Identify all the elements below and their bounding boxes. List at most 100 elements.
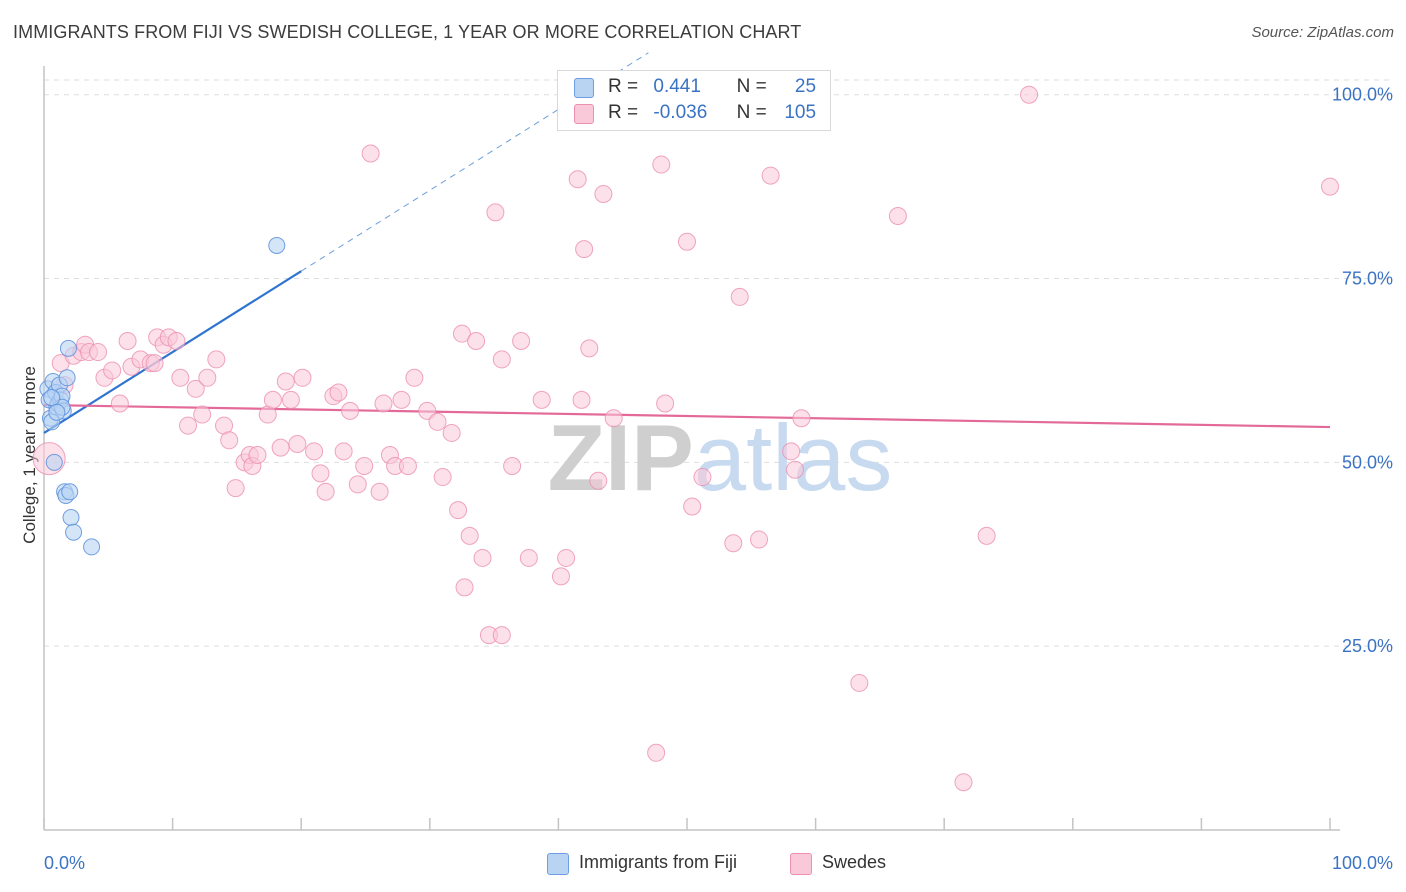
point-swedes [179,416,198,435]
point-swedes [271,438,290,457]
point-swedes [248,446,267,464]
point-swedes [1020,85,1039,104]
point-fiji [61,483,79,501]
point-swedes [89,343,108,362]
point-swedes [398,457,417,476]
y-tick-label: 25.0% [1342,636,1393,656]
point-swedes [761,166,780,185]
point-swedes [341,401,360,420]
point-swedes [503,457,522,476]
point-swedes [316,482,335,501]
point-swedes [145,354,164,373]
point-fiji [45,453,63,471]
point-swedes [977,526,996,545]
point-swedes [193,405,212,424]
point-swedes [551,567,570,586]
data-points [32,85,1339,792]
point-swedes [888,207,907,226]
point-swedes [850,673,869,692]
point-fiji [62,509,80,526]
point-swedes [678,232,696,251]
point-swedes [452,324,471,343]
point-swedes [392,390,411,409]
point-swedes [442,423,461,442]
point-swedes [954,773,973,792]
r-value-swedes: -0.036 [653,102,708,123]
point-swedes [198,368,217,387]
point-swedes [782,442,801,461]
point-swedes [786,460,805,479]
point-fiji [83,538,101,556]
trend-line-swedes [43,403,1331,429]
r-value-fiji: 0.441 [653,76,701,97]
point-fiji [48,403,66,421]
point-swedes [276,372,295,391]
point-swedes [730,287,749,306]
point-fiji [268,236,286,254]
watermark: ZIPatlas [548,405,893,510]
point-swedes [568,170,587,189]
point-swedes [361,144,380,163]
point-swedes [467,332,486,351]
point-swedes [519,548,538,567]
point-swedes [281,390,300,409]
point-swedes [348,475,367,494]
point-swedes [512,332,531,351]
point-swedes [207,350,226,369]
point-swedes [652,155,671,174]
point-swedes [103,361,122,380]
n-label: N = [736,76,767,97]
n-label: N = [736,102,767,123]
point-swedes [110,394,129,413]
point-swedes [405,368,424,387]
grid-lines [44,79,1392,647]
y-tick-label: 50.0% [1342,452,1393,472]
point-swedes [311,464,330,483]
point-swedes [433,468,452,487]
point-swedes [263,390,282,409]
x-tick-label-min: 0.0% [44,853,85,873]
correlation-legend: R = 0.441 N = 25 R = -0.036 N = 105 [557,70,831,131]
point-swedes [171,368,190,387]
source-label: Source: ZipAtlas.com [1251,24,1394,41]
swedes-swatch [574,104,594,124]
point-swedes [186,379,205,398]
point-swedes [1321,177,1339,196]
x-tick-label-max: 100.0% [1332,853,1393,873]
point-swedes [118,332,137,351]
point-swedes [532,390,551,409]
legend-swatch-swedes [790,853,812,875]
point-swedes [293,368,312,387]
point-swedes [305,442,324,461]
point-swedes [167,332,186,351]
point-swedes [750,530,769,549]
r-label: R = [608,76,639,97]
fiji-swatch [574,78,594,98]
point-swedes [220,431,239,450]
point-swedes [486,203,505,222]
point-swedes [589,471,608,490]
point-swedes [647,743,666,762]
legend-label-swedes: Swedes [822,852,887,872]
point-swedes [572,390,591,409]
n-value-swedes: 105 [784,102,817,123]
n-value-fiji: 25 [794,76,817,97]
y-tick-label: 100.0% [1332,85,1393,105]
point-swedes [594,184,613,203]
point-swedes [656,394,675,413]
point-swedes [557,548,576,567]
point-swedes [724,534,743,553]
point-swedes [374,394,393,413]
point-swedes [580,339,599,358]
point-swedes [792,409,811,428]
point-swedes [428,412,447,431]
point-swedes [575,240,594,259]
point-swedes [455,578,474,597]
point-swedes [355,457,374,476]
point-swedes [226,479,245,498]
point-swedes [449,501,468,520]
point-swedes [473,548,492,567]
point-swedes [604,409,623,428]
r-label: R = [608,102,639,123]
